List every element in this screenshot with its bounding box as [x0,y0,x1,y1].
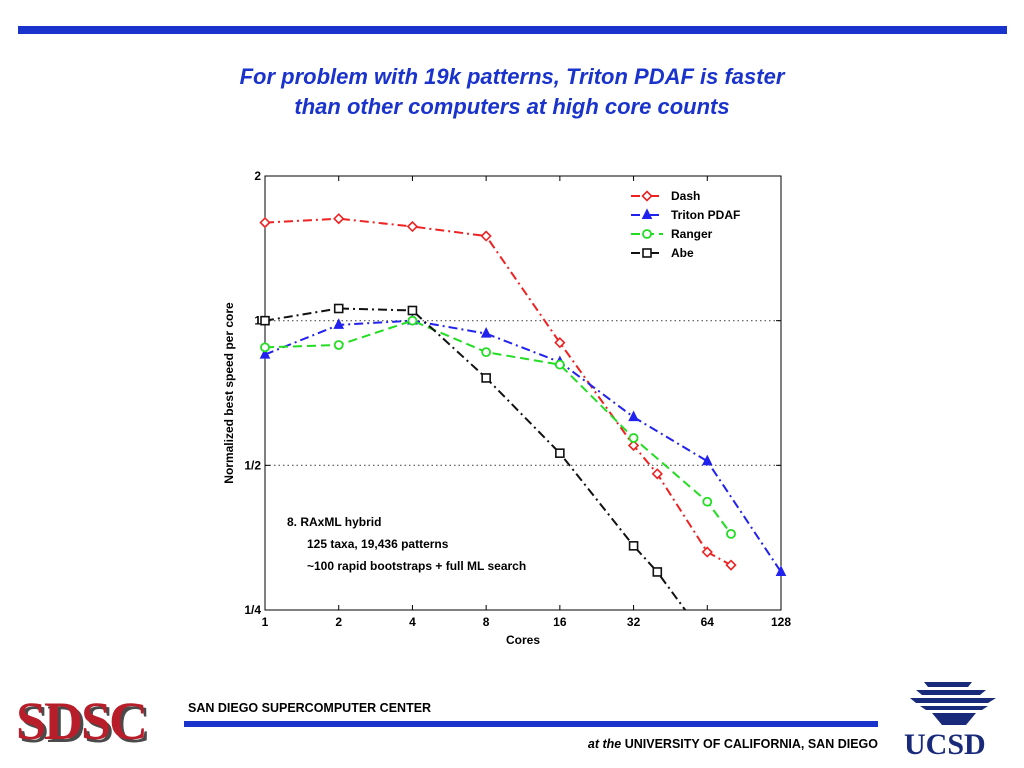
slide-title-line-1: For problem with 19k patterns, Triton PD… [239,64,785,89]
footer-university: at the UNIVERSITY OF CALIFORNIA, SAN DIE… [588,737,878,751]
footer-univ-name: UNIVERSITY OF CALIFORNIA, SAN DIEGO [624,737,878,751]
legend-marker-abe [642,248,652,258]
x-tick-label: 16 [553,615,567,629]
y-tick-label: 2 [254,169,261,183]
legend-marker-dash [641,190,653,202]
plot-frame [264,175,782,611]
data-point-dash [651,468,663,480]
data-point-ranger [554,359,565,370]
footer-org-name: SAN DIEGO SUPERCOMPUTER CENTER [188,701,432,715]
data-point-ranger [333,340,344,350]
footer-rule [184,721,878,727]
y-tick-label: 1/2 [244,458,261,472]
speed-per-core-chart: 1 2 4 8 16 32 64 128 1/4 1/2 1 2 Cores Normalized bes… [222,169,791,647]
top-rule [18,26,1007,34]
data-point-abe [333,303,344,314]
chart-annotation-line: 125 taxa, 19,436 patterns [307,537,449,551]
data-point-ranger [726,528,736,539]
slide-title: For problem with 19k patterns, Triton PD… [0,62,1024,122]
series-line-dash [265,217,732,566]
x-tick-label: 1 [262,615,269,629]
x-tick-label: 128 [771,615,791,629]
data-point-triton-pdaf [775,565,787,576]
y-tick-label: 1/4 [244,603,261,617]
data-point-triton-pdaf [480,326,492,338]
legend-label-ranger: Ranger [671,227,713,241]
legend-label-abe: Abe [671,246,694,260]
data-point-abe [628,541,639,551]
ucsd-logo-text: UCSD [904,728,986,761]
data-point-dash [701,546,713,558]
data-point-ranger [407,315,418,326]
data-point-ranger [481,347,492,358]
data-point-dash [480,230,492,242]
legend-marker-triton-pdaf [641,208,653,219]
data-point-abe [407,305,418,316]
data-point-triton-pdaf [701,454,713,466]
slide-title-line-2: than other computers at high core counts [294,94,730,119]
data-point-ranger [628,433,639,443]
y-axis-label: Normalized best speed per core [222,302,236,484]
legend-marker-ranger [642,229,652,239]
data-point-ranger [702,496,713,507]
x-tick-label: 64 [701,615,715,629]
data-point-dash [406,220,419,233]
y-tick-label: 1 [254,314,261,328]
legend-label-dash: Dash [671,189,700,203]
data-point-triton-pdaf [259,347,271,359]
data-point-dash [333,213,345,225]
data-point-abe [555,448,565,458]
data-point-dash [554,337,566,349]
data-point-triton-pdaf [333,318,345,329]
x-axis-label: Cores [506,633,540,647]
data-point-ranger [260,342,270,353]
x-tick-label: 32 [627,615,641,629]
series-line-triton-pdaf [265,319,781,573]
data-point-dash [259,216,271,229]
chart-annotation-line: ~100 rapid bootstraps + full ML search [307,559,526,573]
data-point-abe [260,315,270,326]
x-tick-label: 8 [483,615,490,629]
data-point-abe [652,567,663,577]
legend-label-triton-pdaf: Triton PDAF [671,208,740,222]
data-point-dash [725,559,737,571]
x-tick-label: 4 [409,615,416,629]
sdsc-logo: SDSC [16,691,148,751]
data-point-abe [481,373,491,383]
data-point-triton-pdaf [628,410,639,422]
x-tick-label: 2 [335,615,342,629]
ucsd-geisel-library-icon [910,682,996,725]
data-point-dash [627,439,640,452]
series-line-ranger [265,319,732,535]
chart-annotation-line: 8. RAxML hybrid [287,515,381,529]
footer-univ-prefix: at the [587,737,622,751]
